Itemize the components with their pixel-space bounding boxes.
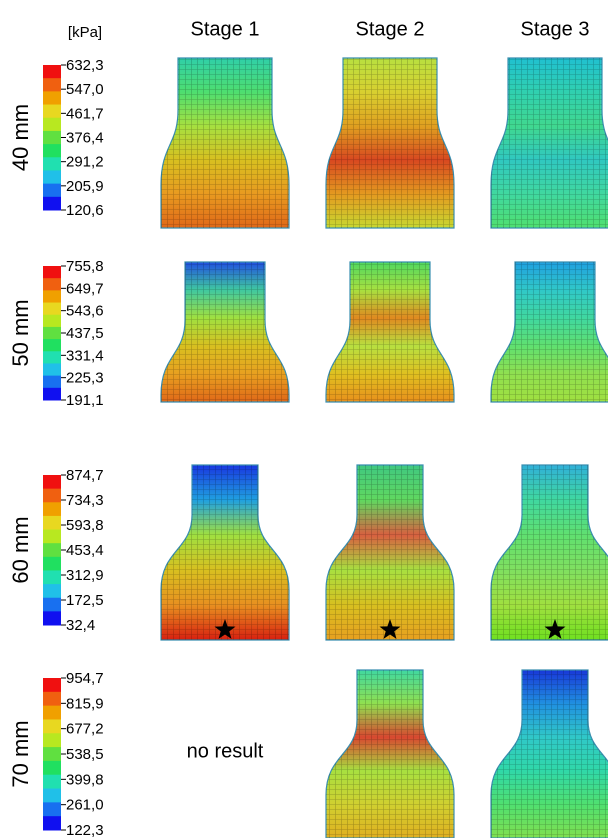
colorbar-label: 632,3 [66,57,104,74]
mesh [161,465,289,640]
colorbar-band [43,705,61,720]
colorbar-band [43,529,61,544]
unit-label: [kPa] [68,24,102,41]
mesh [491,58,608,228]
colorbar-band [43,91,61,106]
colorbar-band [43,78,61,92]
colorbar-band [43,719,61,734]
mesh [491,670,608,838]
mesh [326,58,454,228]
colorbar-label: 122,3 [66,822,104,838]
colorbar-band [43,760,61,776]
colorbar-band [43,157,61,171]
row-label: 70 mm [8,720,33,787]
colorbar-band [43,266,61,279]
colorbar-band [43,183,61,198]
row-label: 60 mm [8,516,33,583]
column-title: Stage 1 [191,18,260,40]
colorbar-band [43,130,61,145]
colorbar-label: 815,9 [66,695,104,712]
colorbar-band [43,747,61,762]
star-marker [214,619,236,639]
colorbar-label: 734,3 [66,492,104,509]
colorbar-label: 649,7 [66,280,104,297]
colorbar-label: 461,7 [66,105,104,122]
colorbar-band [43,611,61,626]
colorbar-band [43,488,61,503]
mesh [491,465,608,640]
colorbar-band [43,375,61,389]
colorbar-label: 205,9 [66,178,104,195]
colorbar-band [43,278,61,291]
colorbar-band [43,302,61,316]
colorbar-band [43,543,61,558]
colorbar-band [43,290,61,304]
colorbar-label: 225,3 [66,370,104,387]
colorbar-label: 32,4 [66,617,95,634]
colorbar-band [43,816,61,831]
colorbar-band [43,363,61,377]
star-marker [544,619,566,639]
colorbar-label: 331,4 [66,347,104,364]
colorbar-label: 593,8 [66,517,104,534]
colorbar-label: 453,4 [66,542,104,559]
mesh [326,465,454,640]
colorbar-label: 191,1 [66,392,104,409]
no-result: no result [187,740,264,762]
colorbar-band [43,339,61,352]
colorbar-band [43,144,61,158]
mesh [161,58,289,228]
colorbar-label: 874,7 [66,467,104,484]
colorbar-band [43,556,61,571]
colorbar-band [43,351,61,364]
colorbar-band [43,326,61,340]
colorbar-band [43,515,61,531]
colorbar-band [43,774,61,790]
column-title: Stage 3 [521,18,590,40]
row-label: 40 mm [8,104,33,171]
colorbar-band [43,502,61,517]
colorbar-band [43,597,61,612]
colorbar-label: 543,6 [66,303,104,320]
colorbar-band [43,387,61,401]
colorbar-band [43,65,61,79]
mesh [326,670,454,838]
colorbar-band [43,678,61,693]
star-marker [379,619,401,639]
colorbar-band [43,802,61,817]
colorbar-label: 755,8 [66,258,104,275]
colorbar-band [43,584,61,599]
colorbar-label: 538,5 [66,746,104,763]
colorbar-label: 399,8 [66,771,104,788]
colorbar-label: 954,7 [66,670,104,687]
colorbar-label: 547,0 [66,81,104,98]
mesh [326,262,454,402]
colorbar-label: 120,6 [66,202,104,219]
column-title: Stage 2 [356,18,425,40]
colorbar-band [43,733,61,748]
colorbar-band [43,475,61,490]
colorbar-label: 172,5 [66,592,104,609]
colorbar-band [43,691,61,707]
colorbar-label: 312,9 [66,567,104,584]
mesh [161,262,289,402]
colorbar-band [43,104,61,119]
colorbar-band [43,196,61,211]
colorbar-label: 376,4 [66,129,104,146]
colorbar-label: 261,0 [66,797,104,814]
colorbar-band [43,117,61,132]
colorbar-band [43,788,61,803]
colorbar-band [43,314,61,328]
colorbar-label: 677,2 [66,721,104,738]
colorbar-label: 291,2 [66,154,104,171]
mesh [491,262,608,402]
colorbar-band [43,570,61,585]
colorbar-band [43,170,61,185]
colorbar-label: 437,5 [66,325,104,342]
row-label: 50 mm [8,299,33,366]
